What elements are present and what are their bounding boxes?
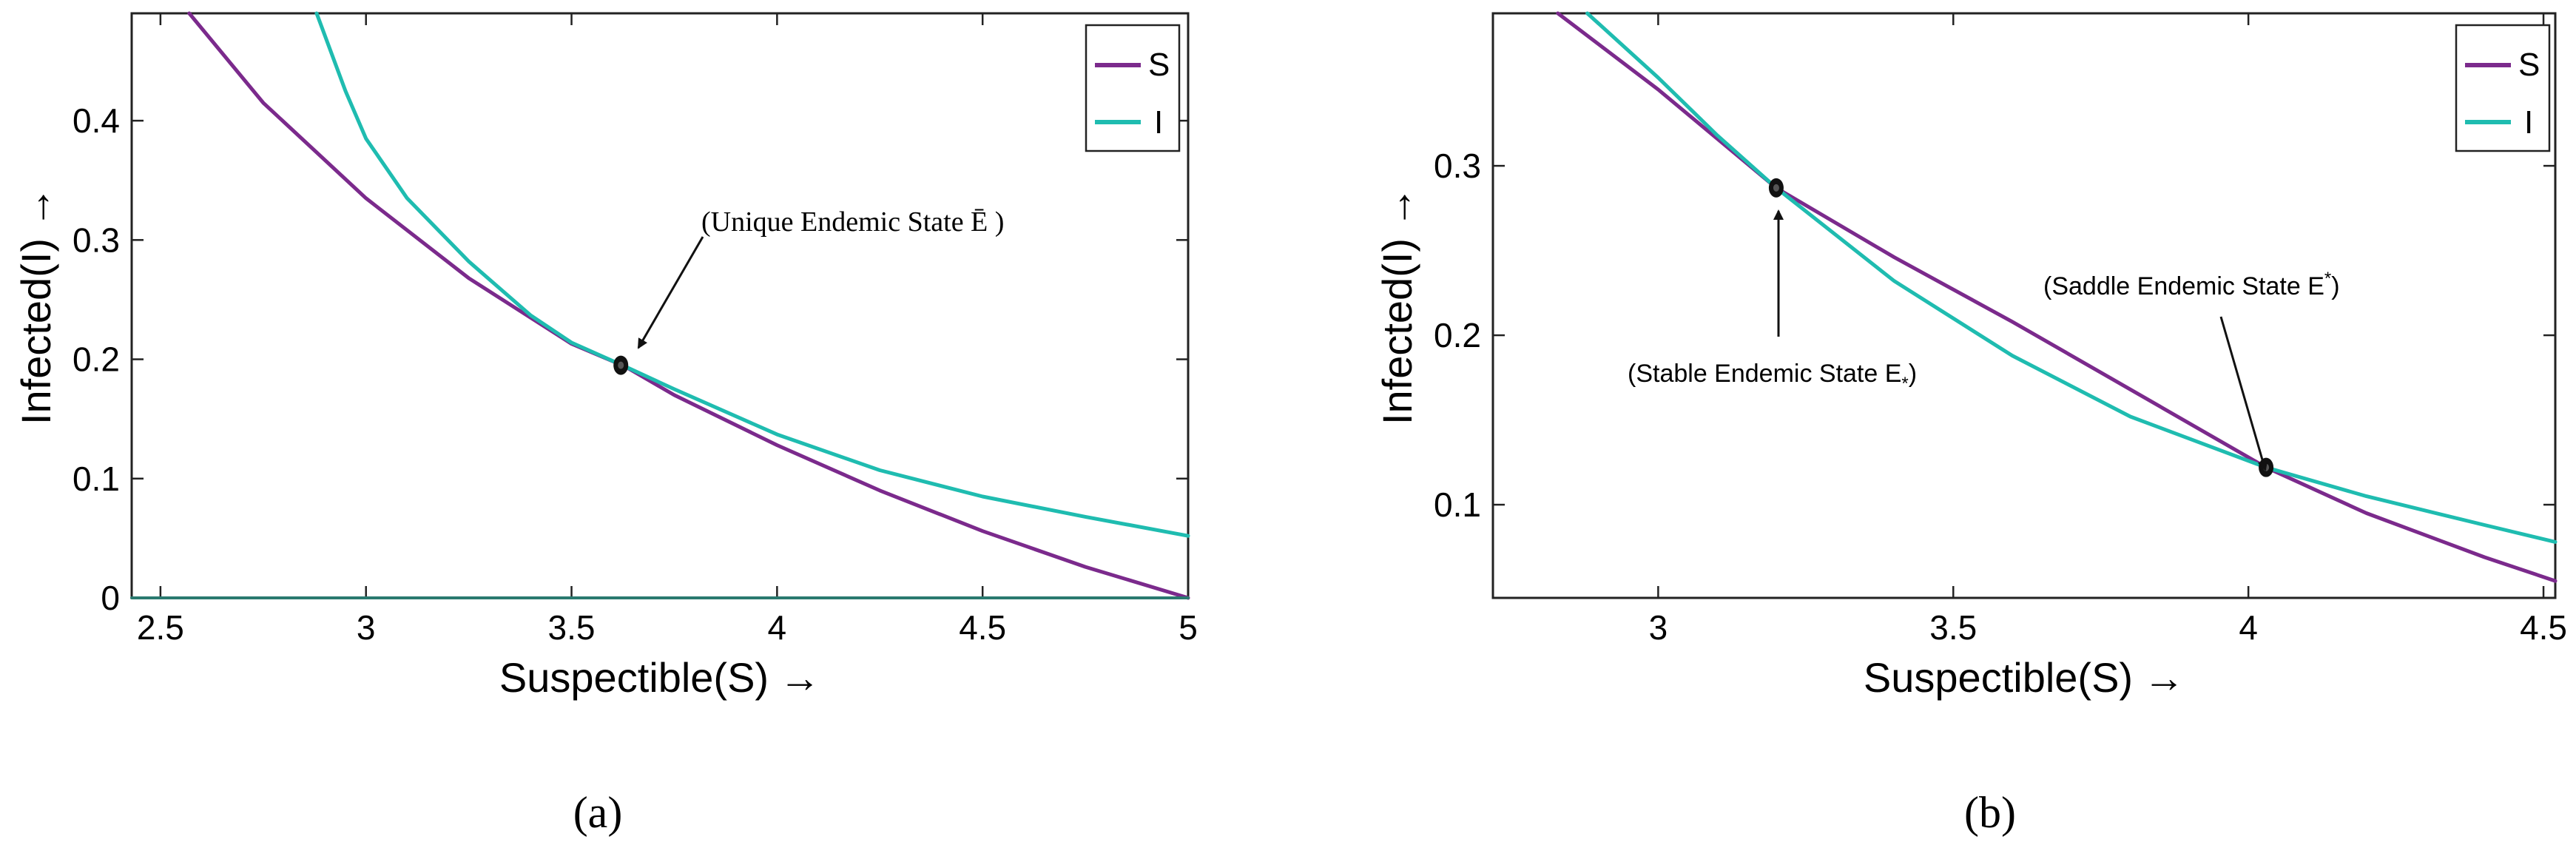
annotation-saddle-endemic-state: (Saddle Endemic State E*): [2043, 269, 2340, 300]
x-ticks: 2.5 3 3.5 4 4.5 5: [137, 13, 1198, 647]
annotation-unique-endemic-state: (Unique Endemic State Ē ): [701, 206, 1004, 238]
series-line-s: [187, 11, 1190, 600]
legend-box: [1085, 24, 1181, 152]
y-tick-label: 0.4: [73, 101, 120, 140]
point-highlight: [1773, 184, 1779, 192]
x-tick-label: 5: [1179, 608, 1198, 647]
legend: S I: [2455, 24, 2551, 152]
x-tick-label: 4: [2239, 608, 2258, 647]
legend-label-I: I: [2524, 104, 2533, 141]
x-tick-label: 2.5: [137, 608, 184, 647]
series-line-i: [1585, 11, 2558, 544]
point-highlight: [618, 361, 624, 369]
x-tick-label: 3: [357, 608, 376, 647]
x-axis-label: Suspectible(S) →: [1864, 654, 2185, 701]
y-tick-label: 0.3: [1434, 147, 1481, 185]
x-tick-label: 3.5: [1929, 608, 1977, 647]
x-axis-label: Suspectible(S) →: [499, 654, 820, 701]
x-tick-label: 4: [768, 608, 787, 647]
legend-label-I: I: [1154, 104, 1163, 141]
y-tick-label: 0.2: [73, 340, 120, 379]
y-ticks: 0.1 0.2 0.3: [1434, 147, 2555, 524]
legend-label-S: S: [2518, 47, 2540, 83]
legend-box: [2455, 24, 2551, 152]
x-tick-label: 4.5: [2520, 608, 2567, 647]
panel-label-b: (b): [1964, 788, 2016, 837]
x-tick-label: 3.5: [548, 608, 596, 647]
series-line-s: [1556, 11, 2558, 583]
chart-panel-a: 2.5 3 3.5 4 4.5 5 0 0.1 0.2 0.3 0.4 (Unique Endem…: [13, 11, 1198, 837]
legend-label-S: S: [1148, 47, 1170, 83]
x-tick-label: 3: [1649, 608, 1668, 647]
series-line-i: [314, 11, 1190, 538]
legend: S I: [1085, 24, 1181, 152]
panel-label-a: (a): [573, 788, 623, 837]
y-ticks: 0 0.1 0.2 0.3 0.4: [73, 101, 1188, 617]
series-group: [1556, 11, 2558, 583]
x-ticks: 3 3.5 4 4.5: [1649, 13, 2567, 647]
y-tick-label: 0.1: [1434, 485, 1481, 524]
y-tick-label: 0: [101, 579, 120, 617]
y-tick-label: 0.1: [73, 460, 120, 498]
annotation-arrow-saddle: [2219, 316, 2268, 471]
points-group: [613, 355, 629, 375]
annotation-arrow: [637, 236, 704, 349]
y-axis-label: Infected(I)→: [13, 186, 59, 425]
plot-frame: [130, 12, 1190, 599]
annotation-stable-endemic-state: (Stable Endemic State E*): [1628, 360, 1917, 394]
series-group: [130, 11, 1190, 600]
y-axis-label: Infected(I)→: [1374, 186, 1420, 425]
plot-frame: [1491, 12, 2557, 599]
chart-panel-b: 3 3.5 4 4.5 0.1 0.2 0.3 (Stable Endemic State…: [1374, 11, 2567, 837]
y-tick-label: 0.3: [73, 221, 120, 259]
y-tick-label: 0.2: [1434, 316, 1481, 354]
x-tick-label: 4.5: [959, 608, 1006, 647]
